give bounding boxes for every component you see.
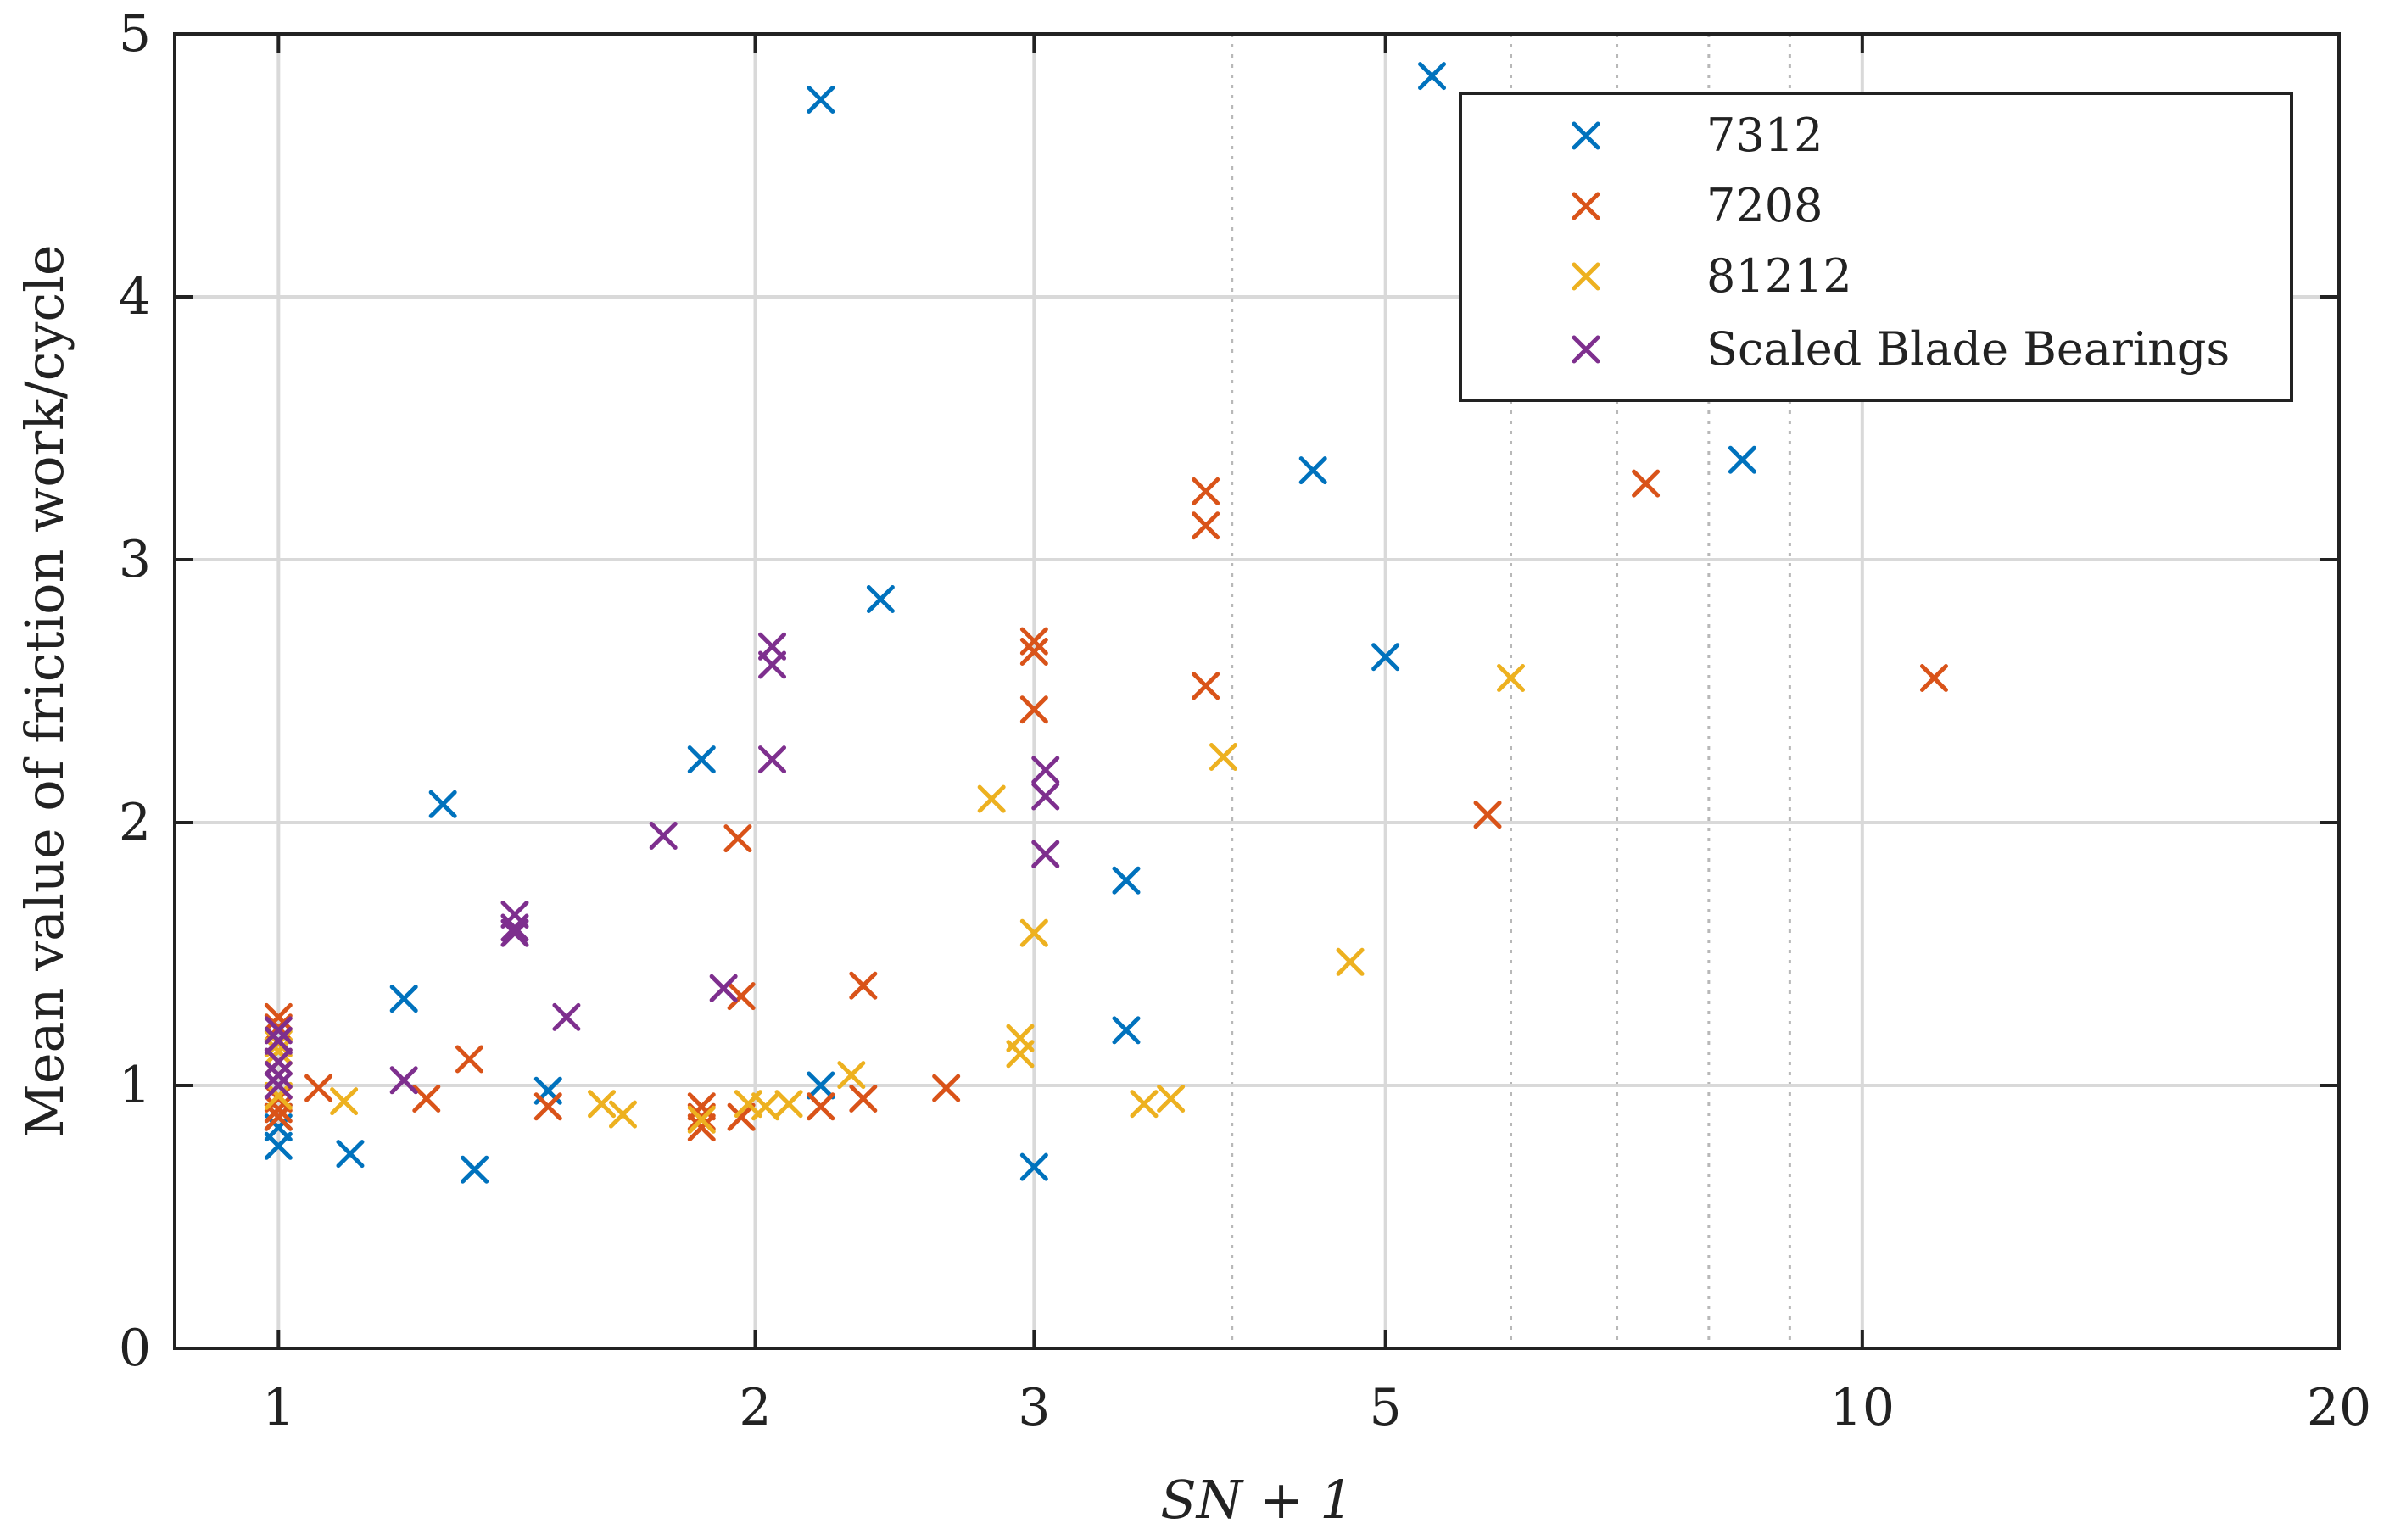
point-7312 xyxy=(687,745,716,774)
point-7208 xyxy=(412,1085,441,1113)
point-7312 xyxy=(1019,1152,1048,1181)
point-scaled-blade-bearings xyxy=(264,1071,293,1100)
point-81212 xyxy=(1019,918,1048,947)
point-7208 xyxy=(687,1113,716,1142)
y-axis-label: Mean value of friction work/cycle xyxy=(14,244,75,1137)
point-scaled-blade-bearings xyxy=(264,1026,293,1055)
axes-box xyxy=(173,32,2341,1350)
point-7208 xyxy=(533,1092,562,1121)
point-7312 xyxy=(807,1071,835,1100)
point-7312 xyxy=(866,585,895,613)
point-7208 xyxy=(1019,627,1048,656)
point-7312 xyxy=(389,985,418,1013)
point-scaled-blade-bearings xyxy=(1031,840,1060,868)
point-81212 xyxy=(264,1081,293,1110)
point-7208 xyxy=(727,1102,756,1131)
point-7208 xyxy=(723,824,752,853)
point-7208 xyxy=(1919,664,1948,692)
x-axis-label: SN + 1 xyxy=(1160,1469,1354,1531)
legend-marker-7312 xyxy=(1572,121,1600,150)
legend-label-scaled-blade-bearings: Scaled Blade Bearings xyxy=(1706,322,2230,376)
y-tick-label: 3 xyxy=(119,530,151,589)
point-7312 xyxy=(1112,866,1141,895)
legend-marker-scaled-blade-bearings xyxy=(1572,335,1600,364)
point-7208 xyxy=(455,1045,483,1074)
point-7208 xyxy=(727,982,756,1011)
point-7208 xyxy=(932,1074,961,1102)
x-tick-label: 10 xyxy=(1830,1378,1895,1437)
point-scaled-blade-bearings xyxy=(552,1002,581,1031)
point-81212 xyxy=(1006,1040,1035,1069)
point-81212 xyxy=(977,784,1006,813)
point-scaled-blade-bearings xyxy=(1031,782,1060,811)
point-81212 xyxy=(687,1105,716,1134)
point-scaled-blade-bearings xyxy=(500,913,529,942)
point-7208 xyxy=(1019,695,1048,724)
legend: 7312 7208 81212 Scaled Blade Bearings xyxy=(1459,92,2293,402)
point-7312 xyxy=(1112,1016,1141,1045)
point-81212 xyxy=(608,1100,637,1129)
point-7208 xyxy=(807,1092,835,1121)
point-7312 xyxy=(461,1155,489,1184)
point-scaled-blade-bearings xyxy=(649,822,678,850)
point-81212 xyxy=(588,1090,617,1119)
axes xyxy=(173,32,2341,1350)
point-scaled-blade-bearings xyxy=(389,1066,418,1095)
point-7312 xyxy=(1418,62,1447,91)
tick-labels: 1 2 3 5 10 20 0 1 2 3 4 5 xyxy=(119,4,2371,1437)
point-7312 xyxy=(428,790,457,818)
x-tick-label: 1 xyxy=(262,1378,294,1437)
x-tick-label: 20 xyxy=(2307,1378,2371,1437)
y-tick-label: 2 xyxy=(119,793,151,852)
point-81212 xyxy=(330,1087,359,1116)
legend-box xyxy=(1459,92,2293,402)
point-scaled-blade-bearings xyxy=(709,974,738,1002)
legend-marker-7208 xyxy=(1572,192,1600,220)
point-scaled-blade-bearings xyxy=(1031,756,1060,784)
point-scaled-blade-bearings xyxy=(758,650,787,679)
x-tick-label: 2 xyxy=(739,1378,771,1437)
y-tick-label: 4 xyxy=(119,267,151,326)
y-tick-label: 1 xyxy=(119,1056,151,1115)
point-7208 xyxy=(1192,511,1220,540)
legend-label-7312: 7312 xyxy=(1706,109,1823,162)
point-7208 xyxy=(1632,469,1661,498)
point-7208 xyxy=(1192,672,1220,700)
x-tick-label: 5 xyxy=(1370,1378,1402,1437)
point-7208 xyxy=(1192,477,1220,505)
point-7312 xyxy=(1298,456,1327,485)
y-tick-label: 5 xyxy=(119,4,151,64)
point-81212 xyxy=(837,1061,866,1090)
point-81212 xyxy=(1497,664,1526,692)
y-tick-label: 0 xyxy=(119,1319,151,1378)
point-81212 xyxy=(751,1092,780,1121)
point-81212 xyxy=(264,1037,293,1066)
point-scaled-blade-bearings xyxy=(758,745,787,774)
point-81212 xyxy=(1336,947,1365,976)
point-scaled-blade-bearings xyxy=(500,918,529,947)
point-7208 xyxy=(304,1074,333,1102)
data-points xyxy=(264,62,1948,1184)
point-7312 xyxy=(807,86,835,114)
point-7312 xyxy=(1371,643,1400,672)
point-7208 xyxy=(849,1085,878,1113)
point-81212 xyxy=(1157,1085,1186,1113)
legend-label-7208: 7208 xyxy=(1706,179,1823,232)
point-scaled-blade-bearings xyxy=(264,1016,293,1045)
point-7208 xyxy=(849,971,878,1000)
point-7208 xyxy=(1019,638,1048,666)
point-scaled-blade-bearings xyxy=(264,1047,293,1076)
point-81212 xyxy=(1209,743,1237,771)
legend-marker-81212 xyxy=(1572,262,1600,291)
point-81212 xyxy=(774,1090,803,1119)
point-7312 xyxy=(1728,445,1756,474)
point-7208 xyxy=(1473,801,1502,829)
point-81212 xyxy=(1130,1090,1159,1119)
point-7312 xyxy=(336,1140,365,1169)
legend-label-81212: 81212 xyxy=(1706,249,1852,303)
x-tick-label: 3 xyxy=(1018,1378,1050,1437)
